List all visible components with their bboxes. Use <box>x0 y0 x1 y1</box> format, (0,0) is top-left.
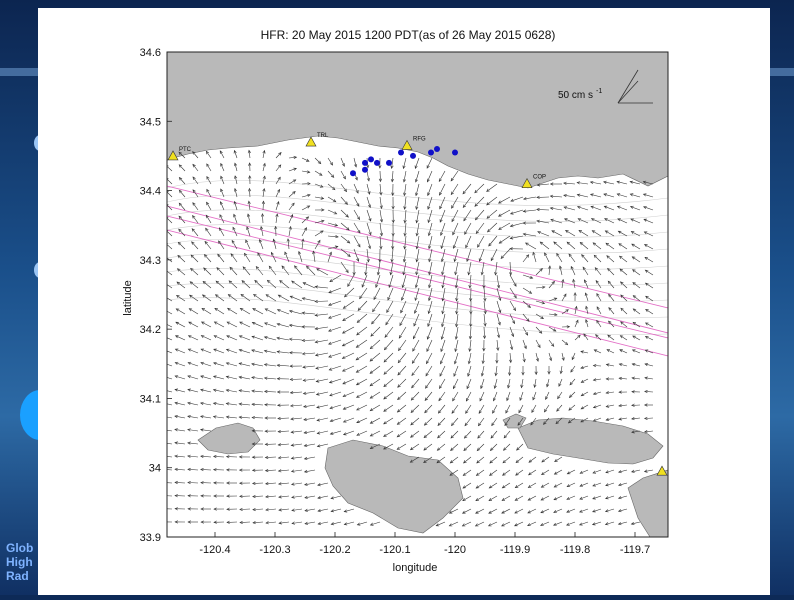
current-vector-head <box>162 402 165 405</box>
x-tick-label: -120.1 <box>379 544 410 556</box>
chart-title: HFR: 20 May 2015 1200 PDT(as of 26 May 2… <box>261 28 556 42</box>
station-label: PTC <box>179 147 192 153</box>
buoy-point <box>410 153 416 159</box>
station-label: RFG <box>413 137 426 143</box>
buoy-point <box>434 146 440 152</box>
current-vector-head <box>162 442 165 445</box>
hfr-current-map: HFR: 20 May 2015 1200 PDT(as of 26 May 2… <box>38 8 770 595</box>
scale-exponent: -1 <box>596 88 602 95</box>
current-vector-head <box>162 415 165 418</box>
current-vector-head <box>163 336 166 338</box>
x-tick-label: -120.3 <box>259 544 290 556</box>
current-vector-head <box>163 309 166 312</box>
buoy-point <box>362 167 368 173</box>
buoy-point <box>386 160 392 166</box>
current-vector-head <box>162 507 165 510</box>
current-vector-head <box>162 494 165 497</box>
y-tick-label: 34.3 <box>140 255 161 267</box>
buoy-point <box>452 150 458 156</box>
buoy-point <box>428 150 434 156</box>
buoy-point <box>398 150 404 156</box>
station-label: TRL <box>317 133 329 139</box>
buoy-point <box>362 160 368 166</box>
y-tick-label: 34.5 <box>140 116 161 128</box>
y-tick-label: 34 <box>149 463 161 475</box>
chart-panel: HFR: 20 May 2015 1200 PDT(as of 26 May 2… <box>38 8 770 595</box>
current-vector-head <box>163 322 166 324</box>
current-vector-head <box>162 521 165 524</box>
y-tick-label: 34.2 <box>140 324 161 336</box>
current-vector-head <box>164 282 167 285</box>
current-vector-head <box>164 296 167 299</box>
current-vector-head <box>163 349 166 351</box>
y-tick-label: 34.4 <box>140 186 161 198</box>
buoy-point <box>368 156 374 162</box>
current-vector-head <box>162 429 165 432</box>
buoy-point <box>350 170 356 176</box>
x-tick-label: -119.8 <box>560 544 590 556</box>
current-vector-head <box>162 389 165 392</box>
current-vector-head <box>162 362 165 364</box>
y-tick-label: 33.9 <box>140 532 161 544</box>
current-vector-head <box>162 455 165 458</box>
slide-side-text-2: High <box>6 556 33 569</box>
current-vector-head <box>162 481 165 484</box>
x-tick-label: -120.4 <box>199 544 230 556</box>
slide-side-text-1: Glob <box>6 542 33 555</box>
station-label: COP <box>533 175 546 181</box>
x-axis-label: longitude <box>393 562 438 574</box>
buoy-point <box>374 160 380 166</box>
x-tick-label: -120 <box>444 544 466 556</box>
scale-label: 50 cm s <box>558 90 593 101</box>
x-tick-label: -120.2 <box>319 544 350 556</box>
y-tick-label: 34.1 <box>140 393 161 405</box>
current-vector-head <box>162 468 165 471</box>
y-tick-label: 34.6 <box>140 47 161 59</box>
slide-side-text-3: Rad <box>6 570 29 583</box>
y-axis-label: latitude <box>122 280 134 315</box>
current-vector-head <box>162 376 165 379</box>
x-tick-label: -119.7 <box>620 544 650 556</box>
x-tick-label: -119.9 <box>500 544 530 556</box>
